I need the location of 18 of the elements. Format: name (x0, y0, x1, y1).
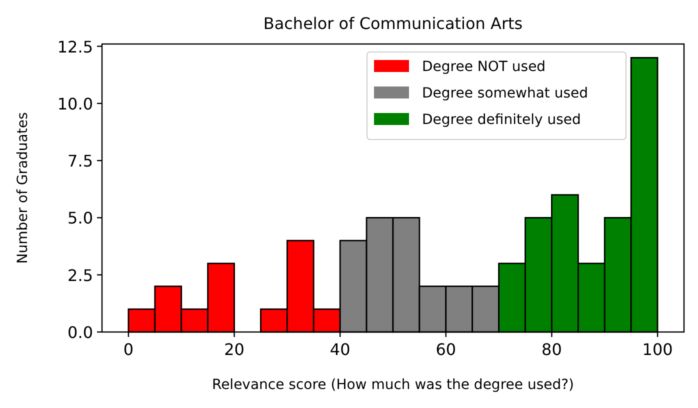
chart-title: Bachelor of Communication Arts (263, 14, 523, 33)
y-tick-label: 12.5 (57, 37, 93, 56)
legend-label: Degree somewhat used (422, 86, 588, 102)
x-tick-label: 100 (642, 340, 673, 359)
x-axis-title: Relevance score (How much was the degree used?) (212, 377, 574, 393)
legend-label: Degree definitely used (422, 112, 581, 128)
x-tick-label: 60 (436, 340, 456, 359)
y-tick-label: 2.5 (68, 266, 93, 285)
y-axis-title: Number of Graduates (15, 112, 31, 264)
x-tick-label: 80 (542, 340, 562, 359)
y-tick-label: 5.0 (68, 208, 93, 228)
y-tick-label: 0.0 (68, 323, 93, 342)
y-tick-label: 7.5 (68, 152, 93, 171)
x-tick-label: 0 (123, 340, 134, 359)
y-tick-label: 10.0 (57, 94, 93, 114)
x-tick-label: 20 (224, 340, 244, 359)
legend-label: Degree NOT used (422, 59, 546, 75)
x-tick-label: 40 (330, 340, 350, 359)
